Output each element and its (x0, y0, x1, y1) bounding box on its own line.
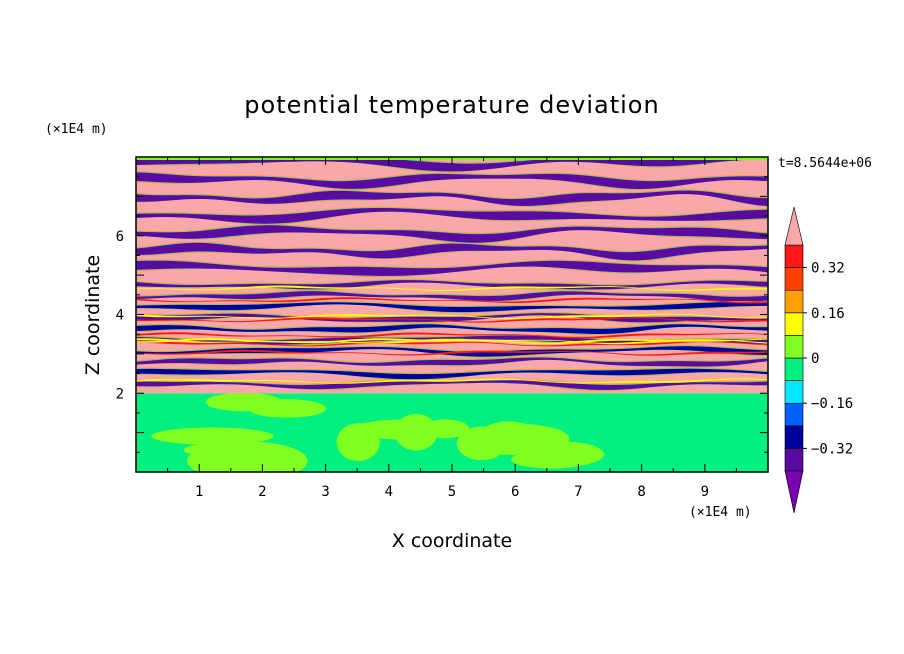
x-tick-label: 4 (385, 484, 393, 500)
band-cold (136, 313, 768, 323)
band-cold (136, 260, 768, 276)
colorbar-segment (784, 357, 804, 381)
colorbar-segment (784, 244, 804, 268)
streak-warm (136, 285, 768, 292)
colorbar-tick-label: 0 (811, 351, 819, 367)
colorbar-tick-label: 0.16 (811, 306, 845, 322)
colorbar-segment (784, 380, 804, 404)
y-tick-label: 2 (116, 386, 124, 402)
colorbar-tick-label: −0.32 (811, 441, 853, 457)
band-cold (136, 302, 768, 313)
x-unit-label: (×1E4 m) (689, 505, 752, 520)
colorbar-segment (784, 335, 804, 359)
colorbar-tick-label: 0.32 (811, 261, 845, 277)
colorbar-extend-max (784, 206, 804, 246)
x-tick-label: 5 (448, 484, 456, 500)
x-tick-label: 2 (258, 484, 266, 500)
colorbar-segment (784, 402, 804, 427)
y-tick-label: 4 (116, 308, 124, 324)
y-tick-label: 6 (116, 229, 124, 245)
colorbar-extend-min (784, 470, 804, 514)
x-tick-label: 7 (574, 484, 582, 500)
chart-title: potential temperature deviation (244, 91, 659, 119)
lower-blob (336, 423, 380, 462)
x-tick-label: 8 (637, 484, 645, 500)
colorbar: 0.32 0.16 0 −0.16 −0.32 (784, 206, 853, 514)
colorbar-segment (784, 312, 804, 336)
band-cold (136, 242, 768, 261)
colorbar-segment (784, 425, 804, 449)
streak-warm (136, 317, 768, 323)
colorbar-segment (784, 267, 804, 291)
x-tick-label: 1 (195, 484, 203, 500)
y-axis-label: Z coordinate (82, 255, 104, 375)
band-cold (136, 172, 768, 189)
streak-warm (136, 338, 768, 345)
colorbar-segment (784, 448, 804, 472)
axis-ticks: 1 2 3 4 5 6 7 8 9 2 4 6 (116, 157, 768, 500)
streak-warm (136, 338, 768, 345)
time-label: t=8.5644e+06 (778, 156, 872, 171)
band-cold (136, 380, 768, 390)
band-cold (136, 346, 768, 357)
streak-warm (136, 378, 768, 384)
y-unit-label: (×1E4 m) (45, 122, 108, 137)
x-tick-label: 9 (701, 484, 709, 500)
band-cold (136, 368, 768, 380)
band-cold (136, 208, 768, 224)
band-cold (136, 291, 768, 302)
lower-blob (151, 427, 274, 445)
contour-field (136, 157, 768, 472)
band-cold (136, 357, 768, 367)
lower-blob (183, 442, 261, 458)
band-cold (136, 190, 768, 207)
lower-blob (464, 423, 570, 454)
x-tick-label: 6 (511, 484, 519, 500)
streak-warm (136, 341, 768, 347)
streak-warm (136, 349, 768, 356)
streak-warm (136, 332, 768, 339)
streak-warm (136, 297, 768, 304)
band-cold (136, 225, 768, 243)
colorbar-tick-label: −0.16 (811, 396, 853, 412)
colorbar-segment (784, 289, 804, 314)
x-tick-label: 3 (321, 484, 329, 500)
band-cold (136, 324, 768, 334)
x-axis-label: X coordinate (392, 530, 512, 552)
lower-blob (247, 399, 327, 418)
